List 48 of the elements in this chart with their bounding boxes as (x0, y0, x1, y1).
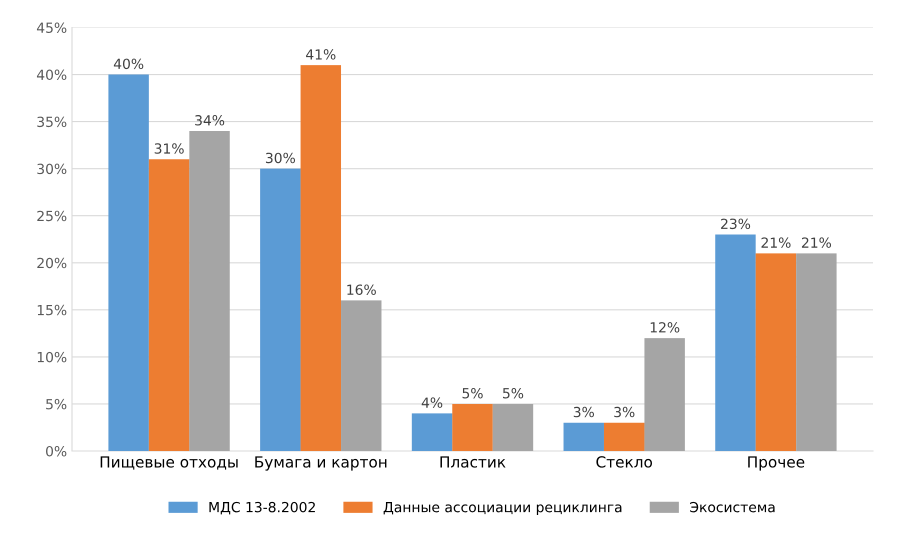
bar (564, 422, 604, 451)
data-label: 12% (650, 322, 680, 333)
bar (644, 338, 685, 451)
legend-label: МДС 13-8.2002 (209, 502, 315, 514)
bar (260, 168, 301, 451)
bar (148, 159, 190, 451)
bar (604, 422, 644, 451)
data-label: 5% (503, 388, 524, 398)
data-label: 34% (195, 115, 224, 126)
x-tick-label: Пищевые отходы (100, 456, 238, 470)
data-label: 16% (347, 284, 376, 295)
data-label: 3% (574, 406, 594, 418)
bar (412, 413, 452, 451)
bar (300, 65, 342, 451)
bar (492, 404, 534, 451)
y-tick-label: 0% (46, 446, 66, 456)
data-label: 21% (802, 237, 832, 248)
y-tick-label: 45% (36, 22, 66, 33)
y-tick-label: 10% (38, 352, 66, 362)
data-label: 4% (422, 397, 442, 408)
y-tick-label: 20% (37, 258, 66, 268)
y-tick-label: 25% (37, 210, 66, 222)
bar (796, 253, 837, 451)
y-tick-label: 40% (36, 70, 66, 80)
bar (108, 74, 149, 451)
y-tick-label: 35% (37, 116, 66, 128)
data-label: 40% (114, 58, 144, 70)
x-tick-label: Стекло (596, 456, 652, 468)
bar (756, 253, 796, 451)
data-label: 23% (721, 218, 750, 230)
bar (341, 300, 382, 451)
data-label: 5% (462, 388, 483, 398)
y-tick-label: 15% (38, 304, 66, 316)
data-label: 41% (306, 49, 336, 60)
y-tick-label: 30% (37, 164, 66, 174)
bar (452, 404, 493, 451)
data-label: 3% (614, 406, 634, 418)
legend-label: Экосистема (690, 502, 775, 512)
bar (715, 234, 756, 451)
x-tick-label: Бумага и картон (255, 456, 386, 471)
y-tick-label: 5% (46, 398, 66, 410)
data-label: 30% (266, 152, 296, 164)
legend-label: Данные ассоциации рециклинга (384, 502, 622, 516)
x-tick-label: Прочее (748, 456, 804, 471)
data-label: 31% (154, 143, 184, 154)
data-label: 21% (761, 237, 791, 248)
bar (189, 131, 230, 451)
x-tick-label: Пластик (440, 456, 506, 468)
